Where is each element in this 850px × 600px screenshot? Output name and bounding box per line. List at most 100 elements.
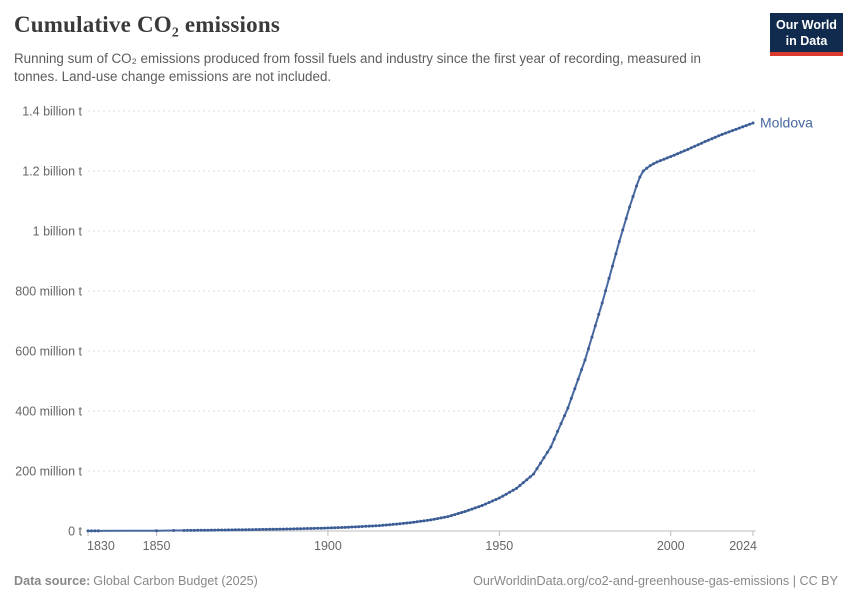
data-point[interactable] xyxy=(693,144,697,148)
data-point[interactable] xyxy=(213,528,217,532)
data-point[interactable] xyxy=(367,524,371,528)
data-point[interactable] xyxy=(521,481,525,485)
data-point[interactable] xyxy=(340,526,344,529)
data-point[interactable] xyxy=(600,301,604,305)
data-point[interactable] xyxy=(748,122,752,126)
data-point[interactable] xyxy=(682,149,686,153)
data-point[interactable] xyxy=(371,524,374,528)
data-point[interactable] xyxy=(281,527,285,531)
data-point[interactable] xyxy=(292,527,296,531)
data-point[interactable] xyxy=(641,169,645,173)
data-point[interactable] xyxy=(494,498,498,501)
data-point[interactable] xyxy=(473,506,477,510)
data-point[interactable] xyxy=(96,529,100,533)
data-point[interactable] xyxy=(686,147,690,151)
data-point[interactable] xyxy=(631,195,635,198)
data-point[interactable] xyxy=(467,508,470,512)
data-point[interactable] xyxy=(436,517,440,521)
data-point[interactable] xyxy=(316,526,320,530)
data-point[interactable] xyxy=(86,529,90,533)
data-point[interactable] xyxy=(425,518,429,522)
data-point[interactable] xyxy=(278,527,282,531)
data-point[interactable] xyxy=(432,517,436,521)
data-point[interactable] xyxy=(563,414,566,418)
data-point[interactable] xyxy=(470,507,474,511)
data-point[interactable] xyxy=(744,124,748,128)
data-point[interactable] xyxy=(391,522,395,526)
data-point[interactable] xyxy=(405,521,409,525)
data-point[interactable] xyxy=(223,528,227,532)
data-point[interactable] xyxy=(672,153,676,157)
data-point[interactable] xyxy=(504,492,508,496)
data-point[interactable] xyxy=(617,240,621,243)
data-point[interactable] xyxy=(196,528,200,532)
data-point[interactable] xyxy=(419,519,422,523)
data-point[interactable] xyxy=(244,528,248,532)
data-point[interactable] xyxy=(539,461,542,465)
data-point[interactable] xyxy=(93,529,97,533)
data-point[interactable] xyxy=(360,525,364,528)
data-point[interactable] xyxy=(655,160,659,164)
data-point[interactable] xyxy=(556,429,560,433)
data-point[interactable] xyxy=(439,516,443,520)
data-point[interactable] xyxy=(545,450,549,454)
data-point[interactable] xyxy=(268,527,272,531)
data-point[interactable] xyxy=(580,368,584,372)
data-point[interactable] xyxy=(528,475,532,479)
data-point[interactable] xyxy=(388,523,392,527)
series-label[interactable]: Moldova xyxy=(760,115,813,131)
data-point[interactable] xyxy=(429,518,433,522)
data-point[interactable] xyxy=(597,312,601,316)
data-point[interactable] xyxy=(336,526,340,530)
data-point[interactable] xyxy=(552,437,556,441)
data-point[interactable] xyxy=(323,526,326,530)
data-point[interactable] xyxy=(628,205,632,209)
data-point[interactable] xyxy=(477,505,481,509)
data-point[interactable] xyxy=(257,528,261,531)
data-point[interactable] xyxy=(569,396,573,400)
data-point[interactable] xyxy=(398,522,402,526)
data-point[interactable] xyxy=(305,527,309,530)
data-point[interactable] xyxy=(233,528,237,532)
data-point[interactable] xyxy=(381,523,385,527)
data-point[interactable] xyxy=(696,143,700,147)
data-point[interactable] xyxy=(422,519,426,523)
data-point[interactable] xyxy=(172,529,176,532)
data-point[interactable] xyxy=(185,528,189,532)
data-point[interactable] xyxy=(408,521,412,525)
data-point[interactable] xyxy=(724,131,728,135)
data-point[interactable] xyxy=(203,528,206,532)
data-point[interactable] xyxy=(703,140,707,144)
data-point[interactable] xyxy=(665,156,669,160)
data-point[interactable] xyxy=(415,520,419,524)
data-point[interactable] xyxy=(710,137,714,141)
data-point[interactable] xyxy=(576,377,580,381)
data-point[interactable] xyxy=(254,528,258,531)
data-point[interactable] xyxy=(508,490,512,494)
data-point[interactable] xyxy=(155,529,159,533)
data-point[interactable] xyxy=(511,488,515,492)
data-point[interactable] xyxy=(497,496,501,500)
data-point[interactable] xyxy=(299,527,302,531)
data-point[interactable] xyxy=(624,217,628,220)
data-point[interactable] xyxy=(261,527,265,531)
data-point[interactable] xyxy=(737,126,741,130)
data-point[interactable] xyxy=(566,406,570,410)
data-point[interactable] xyxy=(607,276,611,280)
data-point[interactable] xyxy=(453,513,457,517)
data-point[interactable] xyxy=(89,529,93,533)
data-point[interactable] xyxy=(357,525,361,529)
data-point[interactable] xyxy=(350,525,354,529)
data-point[interactable] xyxy=(309,527,313,530)
data-point[interactable] xyxy=(713,135,717,139)
data-point[interactable] xyxy=(192,528,196,532)
data-point[interactable] xyxy=(648,164,652,168)
data-point[interactable] xyxy=(227,528,230,532)
data-point[interactable] xyxy=(717,134,721,138)
data-point[interactable] xyxy=(443,515,446,519)
data-point[interactable] xyxy=(326,526,330,530)
data-point[interactable] xyxy=(384,523,388,527)
data-point[interactable] xyxy=(727,130,731,134)
data-point[interactable] xyxy=(333,526,337,530)
data-point[interactable] xyxy=(275,527,278,531)
